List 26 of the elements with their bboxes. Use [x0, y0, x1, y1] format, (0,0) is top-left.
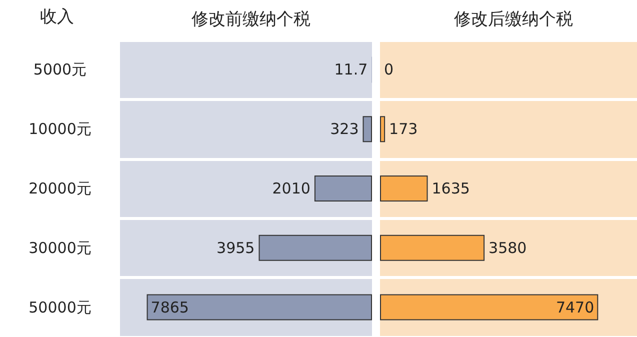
chart-title: 修改后缴纳个税: [454, 10, 573, 30]
y-tick-label: 50000元: [28, 298, 92, 316]
data-label: 323: [330, 120, 359, 138]
data-label: 7470: [556, 298, 594, 316]
data-label: 11.7: [334, 60, 368, 79]
y-axis-title: 收入: [40, 7, 74, 26]
bar: [380, 234, 485, 261]
y-tick-label: 5000元: [33, 60, 87, 79]
y-tick-label: 20000元: [28, 180, 92, 198]
bar: [380, 116, 386, 142]
bar: [258, 234, 372, 261]
data-label: 1635: [432, 180, 470, 198]
bar: [362, 116, 372, 142]
bar: [380, 176, 428, 202]
y-tick-label: 30000元: [28, 238, 92, 257]
data-label: 0: [384, 60, 394, 79]
data-label: 7865: [150, 298, 189, 316]
chart-title: 修改前缴纳个税: [192, 10, 310, 30]
data-label: 2010: [272, 180, 310, 198]
y-tick-label: 10000元: [28, 120, 92, 138]
data-label: 3580: [488, 238, 527, 257]
data-label: 3955: [216, 238, 255, 257]
bar: [146, 294, 372, 320]
bar: [314, 176, 372, 202]
bar: [380, 294, 598, 320]
data-label: 173: [389, 120, 418, 138]
